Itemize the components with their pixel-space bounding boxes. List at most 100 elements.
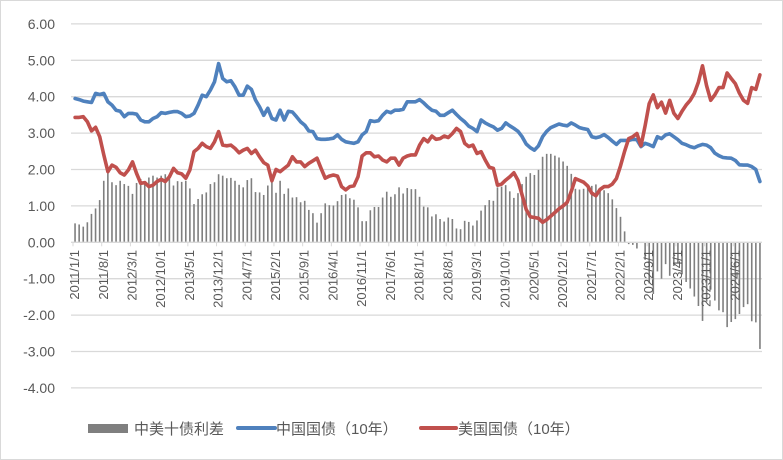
spread-bar xyxy=(217,174,220,243)
spread-bar xyxy=(139,178,142,243)
spread-bar xyxy=(648,242,651,284)
spread-bar xyxy=(98,200,101,243)
x-tick-label: 2016/11/1 xyxy=(354,250,369,307)
spread-bar xyxy=(693,242,696,297)
spread-bar xyxy=(328,205,331,243)
spread-bar xyxy=(320,213,322,243)
spread-bar xyxy=(541,156,544,243)
spread-bar xyxy=(267,185,269,243)
spread-bar xyxy=(431,216,433,243)
spread-bar xyxy=(357,207,359,243)
spread-bar xyxy=(324,203,327,243)
spread-bar xyxy=(193,204,195,243)
spread-bar xyxy=(513,197,515,243)
spread-bar xyxy=(459,229,462,243)
x-axis-labels: 2011/1/1 2011/8/1 2012/3/1 2012/10/1 2013/5/… xyxy=(67,250,742,308)
spread-bar xyxy=(574,188,577,243)
spread-bar xyxy=(135,182,138,243)
spread-bar xyxy=(172,185,175,243)
spread-bar xyxy=(467,221,470,243)
spread-bar xyxy=(201,194,203,243)
legend-label-spread: 中美十债利差 xyxy=(134,421,224,438)
spread-bar xyxy=(554,155,556,243)
spread-bar xyxy=(262,194,265,243)
spread-bar xyxy=(426,207,429,243)
x-tick-label: 2017/6/1 xyxy=(383,250,398,301)
x-tick-label: 2024/6/1 xyxy=(727,250,742,301)
x-tick-label: 2021/7/1 xyxy=(584,250,599,301)
spread-bar xyxy=(361,221,363,243)
y-tick-label: 0.00 xyxy=(28,234,55,250)
spread-bar xyxy=(316,222,318,243)
spread-bar xyxy=(726,242,728,328)
spread-bar xyxy=(238,184,240,243)
spread-bar xyxy=(422,206,425,243)
spread-bar xyxy=(295,197,298,243)
spread-bar xyxy=(94,208,97,243)
spread-bar xyxy=(312,213,314,243)
spread-bar xyxy=(410,189,413,243)
y-tick-label: 2.00 xyxy=(28,162,55,178)
spread-bar xyxy=(701,242,704,321)
spread-bar xyxy=(759,242,761,349)
spread-bar xyxy=(746,242,749,305)
x-tick-label: 2022/9/1 xyxy=(641,250,656,301)
spread-bar xyxy=(299,202,302,243)
spread-bar xyxy=(689,242,692,289)
spread-bar xyxy=(180,181,183,243)
spread-bar xyxy=(627,242,630,245)
x-tick-label: 2011/1/1 xyxy=(67,250,82,300)
spread-bar xyxy=(705,242,708,302)
spread-bar xyxy=(529,173,532,243)
spread-bar xyxy=(615,208,618,243)
x-tick-label: 2018/8/1 xyxy=(440,250,455,301)
spread-bar xyxy=(308,209,310,243)
spread-bar xyxy=(279,180,281,243)
spread-bar xyxy=(205,192,208,243)
x-tick-label: 2016/4/1 xyxy=(325,250,340,301)
x-tick-label: 2023/4/1 xyxy=(670,250,685,301)
spread-bar xyxy=(558,157,560,243)
spread-bar xyxy=(742,242,745,308)
spread-bar xyxy=(755,242,757,323)
spread-bar xyxy=(349,198,351,243)
spread-bar xyxy=(246,180,249,243)
spread-bar xyxy=(164,174,167,243)
spread-bar xyxy=(521,184,523,243)
spread-bar xyxy=(517,193,519,243)
spread-bar xyxy=(697,242,700,306)
spread-bar xyxy=(623,231,626,243)
spread-bar xyxy=(570,173,573,243)
spread-bar xyxy=(414,189,417,243)
spread-bar xyxy=(652,242,655,294)
x-tick-label: 2019/3/1 xyxy=(469,250,484,301)
spread-bar xyxy=(152,175,154,243)
spread-bar xyxy=(258,192,261,243)
spread-bar xyxy=(82,226,85,243)
spread-bar xyxy=(734,242,737,320)
spread-bar xyxy=(254,192,257,243)
x-tick-label: 2023/11/1 xyxy=(699,250,714,307)
spread-bar xyxy=(373,206,376,243)
spread-bar xyxy=(607,193,610,243)
spread-bar xyxy=(599,189,601,243)
spread-bar xyxy=(168,177,171,243)
spread-bar xyxy=(336,201,339,243)
spread-bar xyxy=(197,198,199,243)
spread-bar xyxy=(500,186,503,243)
y-tick-label: 6.00 xyxy=(28,16,55,32)
x-tick-label: 2022/2/1 xyxy=(613,250,628,301)
spread-bar xyxy=(636,242,638,249)
us-10y-line xyxy=(73,64,762,225)
spread-bar xyxy=(533,174,536,243)
spread-bars xyxy=(74,153,761,349)
y-tick-label: -2.00 xyxy=(23,307,55,323)
y-tick-label: 1.00 xyxy=(28,198,55,214)
spread-bar xyxy=(488,200,491,243)
spread-bar xyxy=(353,199,355,243)
legend-label-us-10y: 美国国债（10年） xyxy=(458,421,580,438)
spread-bar xyxy=(591,185,593,243)
y-tick-label: 5.00 xyxy=(28,52,55,68)
x-tick-label: 2012/3/1 xyxy=(124,250,139,301)
